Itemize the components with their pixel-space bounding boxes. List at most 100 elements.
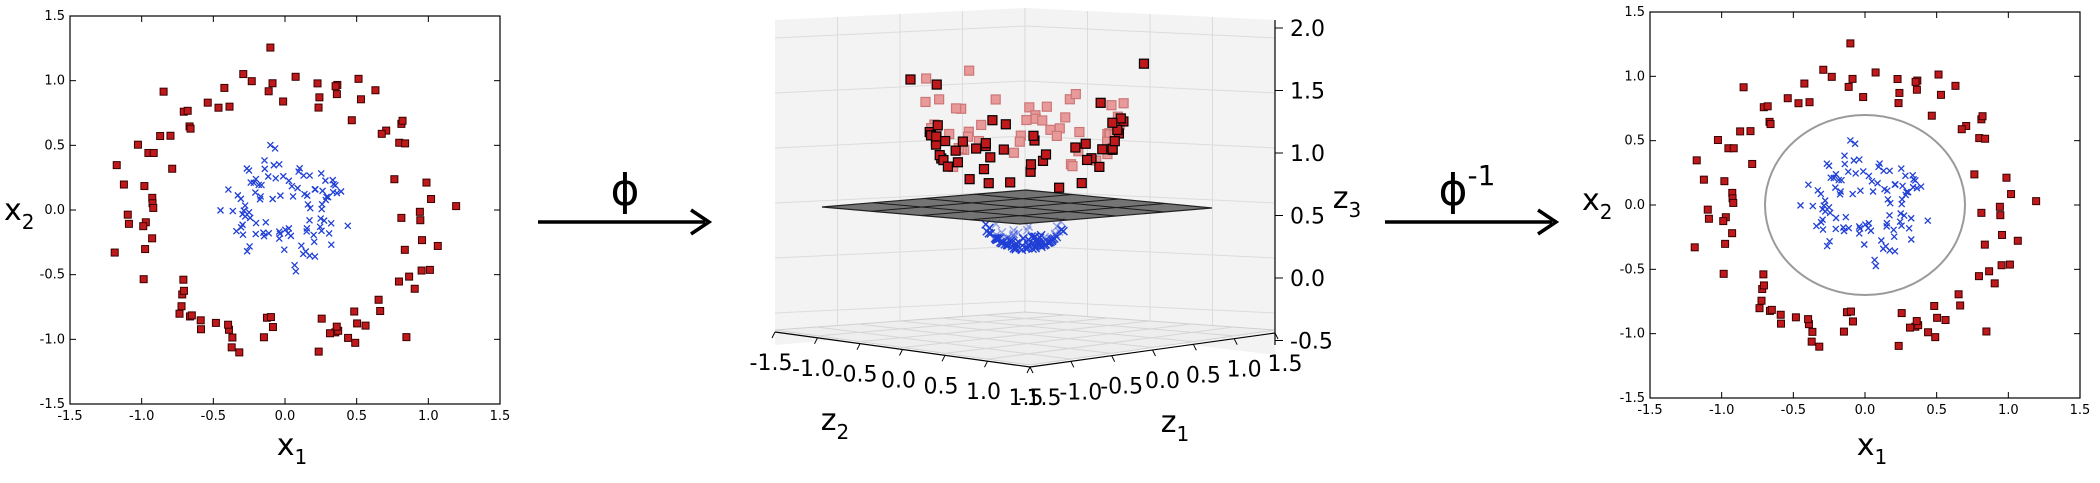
3d-inner-point (1019, 234, 1029, 244)
3d-outer-point (1051, 130, 1062, 141)
left-inner-point (275, 228, 283, 236)
3d-outer-point (1000, 119, 1011, 130)
3d-outer-point (1005, 177, 1016, 188)
left-outer-point (211, 318, 220, 327)
right-inner-point (1859, 167, 1867, 175)
left-xtick-label: 1.0 (418, 409, 439, 424)
z1-tick-mark (1233, 338, 1238, 345)
3d-outer-point (950, 103, 962, 114)
left-xtick-label: -0.5 (201, 409, 226, 424)
z2-tick-mark (771, 331, 776, 339)
3d-outer-point (1041, 101, 1052, 112)
right-inner-point (1804, 181, 1812, 189)
left-inner-point (261, 165, 269, 173)
right-outer-point (1894, 341, 1903, 350)
3d-inner-point (1011, 243, 1021, 253)
right-outer-point (1911, 77, 1920, 86)
right-outer-point (1719, 269, 1728, 278)
left-xtick-label: -1.0 (129, 409, 154, 424)
3d-inner-point (1036, 242, 1046, 252)
3d-outer-point (990, 94, 1001, 105)
left-inner-point (344, 222, 352, 230)
left-outer-point (179, 275, 188, 284)
z2-tick-label: -1.5 (750, 351, 793, 376)
z1-tick-label: 0.5 (1186, 363, 1221, 388)
3d-outer-point (931, 131, 942, 142)
right-outer-point (1713, 136, 1722, 145)
right-scatter-plot: -1.5 -1.0 -0.5 0.0 0.5 1.0 1.5 1.5 1.0 0.5 0.0 -0.… (1582, 5, 2090, 469)
right-plot-points (1690, 39, 2041, 351)
left-outer-point (313, 79, 322, 88)
right-outer-point (1819, 65, 1828, 74)
right-outer-point (2013, 236, 2022, 245)
right-outer-point (1924, 328, 1933, 337)
right-outer-point (1794, 99, 1803, 108)
3d-outer-point (931, 79, 942, 90)
middle-3d-scatter-plot: 2.01.51.00.50.0-0.5 -1.5 -1.0 -0.5 0.0 0.5 1.… (750, 8, 1361, 446)
right-ytick-label: -0.5 (1620, 262, 1645, 277)
3d-inner-point (991, 234, 1001, 244)
left-inner-point (232, 227, 240, 235)
right-outer-point (1934, 70, 1943, 79)
right-outer-point (1748, 159, 1757, 168)
right-outer-point (1729, 198, 1738, 207)
right-inner-point (1832, 225, 1840, 233)
left-plot-x-ticks: -1.5 -1.0 -0.5 0.0 0.5 1.0 1.5 (57, 16, 510, 424)
3d-outer-point (980, 138, 991, 149)
left-outer-point (397, 213, 406, 222)
3d-outer-point (1025, 159, 1037, 170)
right-outer-point (1956, 301, 1965, 310)
phi-arrow: ϕ (538, 165, 713, 236)
left-outer-point (177, 302, 186, 311)
right-plot-xlabel: x1 (1857, 428, 1888, 469)
right-inner-point (1849, 190, 1857, 198)
left-outer-point (266, 43, 275, 52)
left-inner-point (317, 215, 325, 222)
z2-tick-label: -1.0 (792, 357, 835, 382)
right-outer-point (1912, 317, 1921, 326)
right-outer-point (1930, 302, 1939, 311)
right-inner-point (1899, 182, 1907, 190)
left-xtick-label: 0.0 (275, 409, 296, 424)
3d-inner-point (1008, 231, 1018, 241)
z1-tick-label: 0.0 (1145, 369, 1180, 394)
left-outer-point (168, 164, 177, 173)
3d-outer-point (1097, 144, 1108, 155)
plane-gridline (920, 198, 1120, 216)
right-plot-ylabel: x2 (1582, 183, 1613, 224)
left-outer-point (140, 182, 149, 191)
right-inner-point (1886, 199, 1894, 207)
right-inner-point (1797, 201, 1804, 209)
left-inner-point (252, 230, 260, 238)
right-outer-point (1895, 88, 1904, 97)
plane-gridline (974, 193, 1165, 213)
left-inner-point (306, 204, 314, 212)
right-inner-point (1907, 236, 1915, 243)
z1-tick-label: -1.5 (1019, 386, 1062, 411)
right-inner-point (1909, 183, 1917, 191)
left-inner-point (237, 195, 245, 203)
3d-inner-point (1040, 239, 1050, 249)
left-inner-point (246, 214, 254, 222)
left-inner-point (299, 250, 307, 258)
left-outer-point (314, 347, 323, 356)
left-outer-point (350, 307, 359, 316)
right-inner-point (1844, 168, 1852, 176)
left-ytick-label: -0.5 (40, 268, 65, 283)
right-outer-point (1720, 177, 1729, 186)
left-inner-point (320, 217, 328, 225)
left-outer-point (376, 307, 385, 316)
right-outer-point (1978, 112, 1987, 121)
z1-tick-mark (1029, 366, 1034, 374)
right-outer-point (1815, 342, 1824, 351)
left-outer-point (149, 148, 158, 157)
z2-tick-label: 0.5 (924, 374, 959, 399)
left-outer-point (410, 284, 419, 293)
left-outer-point (235, 348, 244, 357)
right-outer-point (1805, 98, 1814, 107)
3d-outer-point (1014, 136, 1025, 147)
right-outer-point (1783, 94, 1792, 103)
left-outer-point (417, 266, 426, 275)
right-inner-point (1838, 176, 1845, 184)
